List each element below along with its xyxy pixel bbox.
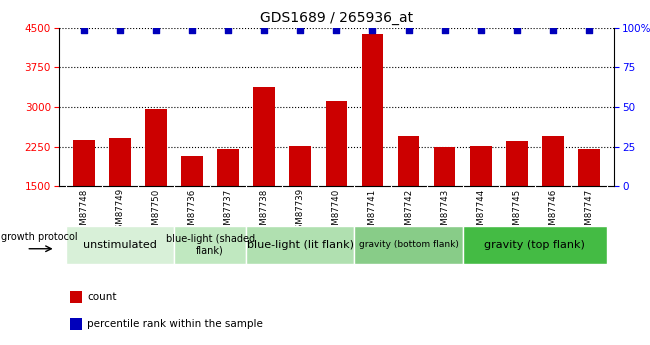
Point	[404, 27, 414, 33]
Bar	[73, 140, 95, 266]
Bar	[542, 136, 564, 266]
Point	[223, 27, 233, 33]
Bar	[246, 226, 354, 264]
Bar	[109, 138, 131, 266]
Bar	[70, 318, 82, 331]
Text: GSM87748: GSM87748	[79, 188, 88, 236]
Text: gravity (bottom flank): gravity (bottom flank)	[359, 240, 458, 249]
Text: GSM87737: GSM87737	[224, 188, 233, 236]
Bar	[326, 101, 347, 266]
Bar	[70, 290, 82, 303]
Text: GSM87736: GSM87736	[187, 188, 196, 236]
Text: unstimulated: unstimulated	[83, 240, 157, 250]
Point	[476, 27, 486, 33]
Text: GSM87745: GSM87745	[512, 188, 521, 236]
Title: GDS1689 / 265936_at: GDS1689 / 265936_at	[260, 11, 413, 25]
Text: GSM87743: GSM87743	[440, 188, 449, 236]
Bar	[289, 146, 311, 266]
Point	[151, 27, 161, 33]
Text: percentile rank within the sample: percentile rank within the sample	[87, 319, 263, 329]
Bar	[578, 149, 600, 266]
Point	[367, 27, 378, 33]
Bar	[254, 87, 275, 266]
Point	[114, 27, 125, 33]
Point	[332, 27, 342, 33]
Text: blue-light (lit flank): blue-light (lit flank)	[247, 240, 354, 250]
Bar	[145, 109, 167, 266]
Point	[259, 27, 269, 33]
Text: GSM87742: GSM87742	[404, 188, 413, 236]
Bar	[354, 226, 463, 264]
Point	[187, 27, 197, 33]
Point	[548, 27, 558, 33]
Text: GSM87739: GSM87739	[296, 188, 305, 235]
Bar	[470, 146, 491, 266]
Text: GSM87744: GSM87744	[476, 188, 486, 236]
Point	[295, 27, 306, 33]
Point	[512, 27, 522, 33]
Bar	[361, 34, 384, 266]
Point	[584, 27, 594, 33]
Bar	[181, 156, 203, 266]
Text: GSM87740: GSM87740	[332, 188, 341, 236]
Text: GSM87738: GSM87738	[260, 188, 268, 236]
Point	[79, 27, 89, 33]
Text: GSM87741: GSM87741	[368, 188, 377, 236]
Bar	[398, 136, 419, 266]
Bar	[434, 147, 456, 266]
Text: GSM87746: GSM87746	[549, 188, 558, 236]
Bar	[506, 141, 528, 266]
Text: blue-light (shaded
flank): blue-light (shaded flank)	[166, 234, 255, 256]
Bar	[174, 226, 246, 264]
Text: GSM87747: GSM87747	[584, 188, 593, 236]
Text: count: count	[87, 292, 117, 302]
Text: GSM87750: GSM87750	[151, 188, 161, 236]
Text: GSM87749: GSM87749	[115, 188, 124, 235]
Point	[439, 27, 450, 33]
Bar	[66, 226, 174, 264]
Bar	[463, 226, 607, 264]
Bar	[217, 149, 239, 266]
Text: gravity (top flank): gravity (top flank)	[484, 240, 585, 250]
Text: growth protocol: growth protocol	[1, 233, 78, 242]
